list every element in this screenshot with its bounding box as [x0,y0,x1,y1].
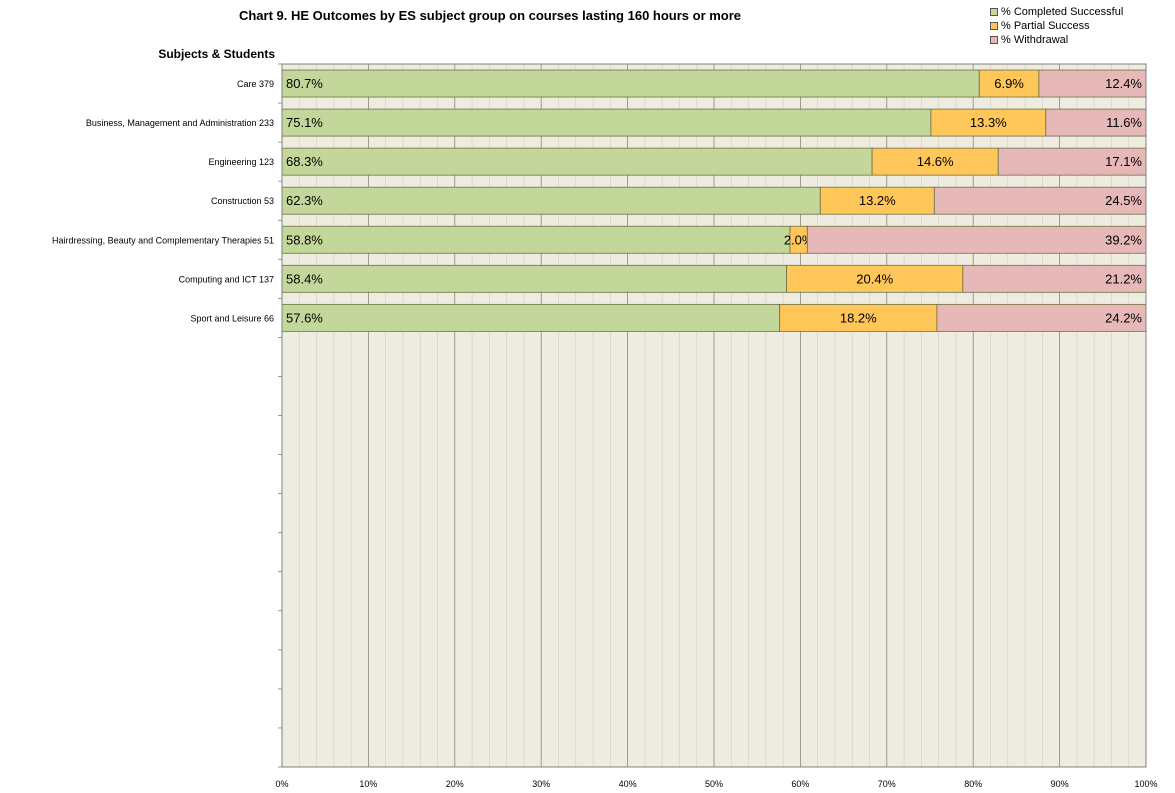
bar-segment [819,186,935,215]
data-label: 58.4% [286,271,323,286]
bar-segment [930,108,1047,137]
data-label: 75.1% [286,115,323,130]
x-tick-label: 60% [791,779,809,789]
category-label: Construction 53 [211,196,274,206]
legend-label-partial: % Partial Success [1001,20,1090,32]
bar-segment [978,69,1040,98]
bar-segment [281,264,787,293]
x-tick-label: 90% [1051,779,1069,789]
data-label: 21.2% [1105,271,1142,286]
data-label: 24.5% [1105,193,1142,208]
x-tick-label: 80% [964,779,982,789]
data-label: 62.3% [286,193,323,208]
data-label: 18.2% [840,310,877,325]
legend: % Completed Successful % Partial Success… [990,6,1123,48]
data-label: 68.3% [286,154,323,169]
x-tick-label: 70% [878,779,896,789]
category-label: Business, Management and Administration … [86,118,274,128]
data-label: 13.3% [970,115,1007,130]
y-axis-title: Subjects & Students [158,47,275,61]
data-label: 80.7% [286,76,323,91]
data-label: 2.0% [784,232,814,247]
category-label: Hairdressing, Beauty and Complementary T… [52,235,274,245]
legend-swatch-completed [990,8,998,16]
legend-label-withdrawal: % Withdrawal [1001,34,1069,46]
data-label: 17.1% [1105,154,1142,169]
data-label: 12.4% [1105,76,1142,91]
legend-item-partial: % Partial Success [990,20,1123,32]
x-tick-label: 20% [446,779,464,789]
data-label: 39.2% [1105,232,1142,247]
data-label: 58.8% [286,232,323,247]
category-label: Computing and ICT 137 [179,274,274,284]
x-tick-label: 30% [532,779,550,789]
bar-segment [281,186,821,215]
x-tick-label: 100% [1134,779,1157,789]
category-label: Sport and Leisure 66 [190,313,274,323]
legend-item-completed: % Completed Successful [990,6,1123,18]
legend-swatch-withdrawal [990,36,998,44]
bar-segment [281,108,932,137]
data-label: 13.2% [859,193,896,208]
data-label: 14.6% [917,154,954,169]
bar-segment [806,225,1147,254]
bar-segment [281,303,781,332]
data-label: 57.6% [286,310,323,325]
x-tick-label: 50% [705,779,723,789]
bar-segment [997,147,1147,176]
category-label: Care 379 [237,79,274,89]
bar-segment [933,186,1147,215]
bar-segment [281,147,873,176]
bar-segment [281,69,980,98]
legend-item-withdrawal: % Withdrawal [990,34,1123,46]
bar-segment [871,147,999,176]
legend-label-completed: % Completed Successful [1001,6,1124,18]
data-label: 11.6% [1106,115,1142,130]
bar-segment [1038,69,1147,98]
data-label: 6.9% [994,76,1024,91]
x-tick-label: 10% [359,779,377,789]
x-tick-label: 40% [619,779,637,789]
x-tick-label: 0% [275,779,288,789]
category-label: Engineering 123 [208,157,274,167]
data-label: 24.2% [1105,310,1142,325]
chart-title: Chart 9. HE Outcomes by ES subject group… [238,8,742,23]
legend-swatch-partial [990,22,998,30]
plot-border [281,63,1147,768]
bar-segment [281,225,791,254]
data-label: 20.4% [856,271,893,286]
bar-segment [962,264,1147,293]
